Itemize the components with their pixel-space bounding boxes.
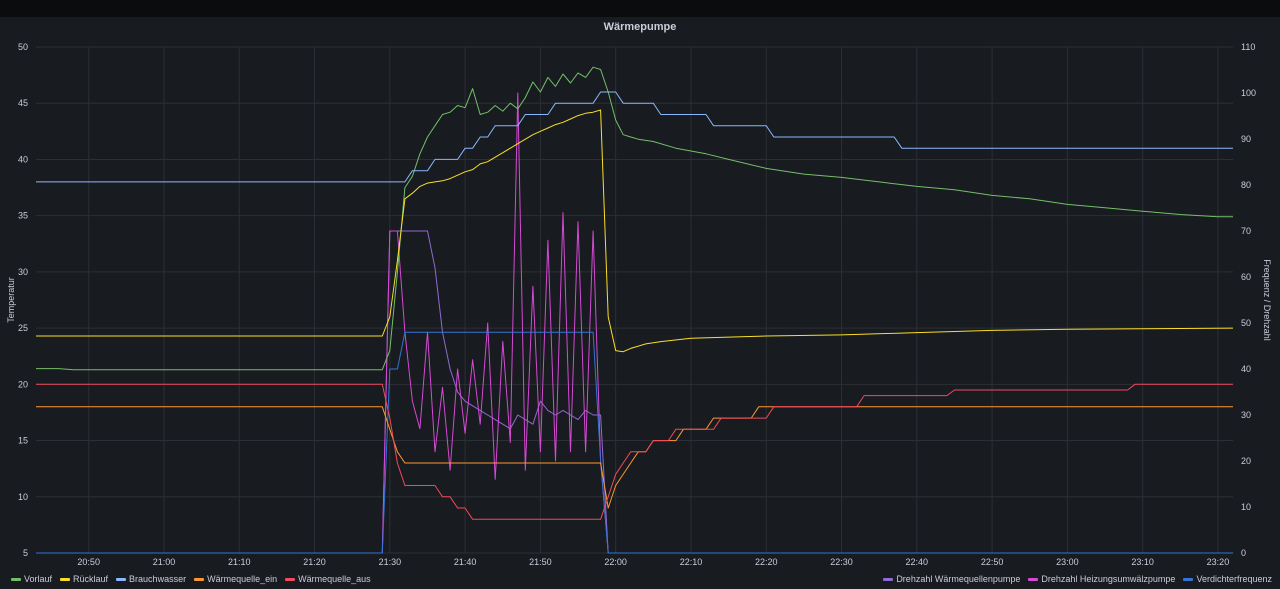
legend-label: Verdichterfrequenz [1196,574,1272,584]
legend-label: Vorlauf [24,574,53,584]
y-tick-label-left: 15 [18,436,28,446]
legend-item-ruecklauf[interactable]: Rücklauf [60,574,108,584]
legend-swatch [60,577,71,581]
y-tick-label-left: 25 [18,323,28,333]
y-tick-label-right: 90 [1241,134,1251,144]
chart-panel [0,17,1280,589]
y-tick-label-right: 110 [1241,42,1255,52]
legend-label: Rücklauf [73,574,109,584]
legend-swatch [116,577,127,581]
y-tick-label-right: 70 [1241,226,1251,236]
x-tick-label: 23:10 [1131,557,1154,567]
y-tick-label-right: 50 [1241,318,1251,328]
series-line-brauchwasser[interactable] [36,91,1233,183]
legend-swatch [883,577,894,581]
legend-item-waermequelle-ein[interactable]: Wärmequelle_ein [194,574,277,584]
x-tick-label: 20:50 [77,557,100,567]
series-line-waermequelle-aus[interactable] [36,383,1233,520]
y-tick-label-left: 40 [18,154,28,164]
legend-label: Drehzahl Wärmequellenpumpe [896,574,1021,584]
y-tick-label-right: 0 [1241,548,1246,558]
x-tick-label: 21:10 [228,557,251,567]
y-tick-label-left: 20 [18,379,28,389]
legend-item-waermequelle-aus[interactable]: Wärmequelle_aus [285,574,371,584]
y-tick-label-right: 30 [1241,410,1251,420]
legend-swatch [1028,577,1039,581]
y-axis-title-right: Frequenz / Drehzahl [1262,259,1272,341]
legend-swatch [194,577,205,581]
y-tick-label-right: 40 [1241,364,1251,374]
y-tick-label-right: 60 [1241,272,1251,282]
x-tick-label: 22:00 [604,557,627,567]
panel-title[interactable]: Wärmepumpe [603,21,677,33]
y-tick-label-left: 45 [18,98,28,108]
x-tick-label: 22:40 [906,557,929,567]
legend-item-verdichterfrequenz[interactable]: Verdichterfrequenz [1183,574,1272,584]
y-tick-label-right: 10 [1241,502,1251,512]
legend-item-brauchwasser[interactable]: Brauchwasser [116,574,186,584]
legend-swatch [285,577,296,581]
y-tick-label-right: 100 [1241,88,1256,98]
series-line-drehzahl-waermequellenpumpe[interactable] [36,230,1233,554]
legend-label: Wärmequelle_aus [298,574,371,584]
legend-left: Vorlauf Rücklauf Brauchwasser Wärmequelle_e… [11,574,371,584]
y-tick-label-left: 50 [18,42,28,52]
series-line-vorlauf[interactable] [36,66,1233,371]
top-bar [0,0,1280,17]
x-tick-label: 21:00 [153,557,176,567]
series-line-drehzahl-heizungsumwaelzpumpe[interactable] [36,92,1233,554]
y-tick-label-left: 5 [23,548,28,558]
legend-swatch [11,577,21,581]
y-tick-label-right: 20 [1241,456,1251,466]
legend-label: Wärmequelle_ein [207,574,278,584]
series-line-ruecklauf[interactable] [36,109,1234,353]
legend-right: Drehzahl Wärmequellenpumpe Drehzahl Heizu… [883,574,1272,584]
x-tick-label: 22:30 [830,557,853,567]
x-tick-label: 23:20 [1207,557,1230,567]
y-tick-label-left: 10 [18,492,28,502]
y-tick-label-left: 35 [18,211,28,221]
y-axis-title-left: Temperatur [6,277,16,323]
series-line-waermequelle-ein[interactable] [36,406,1233,509]
legend-label: Drehzahl Heizungsumwälzpumpe [1041,574,1176,584]
legend-item-vorlauf[interactable]: Vorlauf [11,574,52,584]
x-tick-label: 22:50 [981,557,1004,567]
legend-label: Brauchwasser [129,574,187,584]
x-tick-label: 22:10 [680,557,703,567]
legend-item-drehzahl-waermequellenpumpe[interactable]: Drehzahl Wärmequellenpumpe [883,574,1020,584]
series-line-verdichterfrequenz[interactable] [36,331,1233,554]
x-tick-label: 21:30 [379,557,402,567]
x-tick-label: 23:00 [1056,557,1079,567]
y-tick-label-left: 30 [18,267,28,277]
x-tick-label: 21:40 [454,557,477,567]
x-tick-label: 21:50 [529,557,552,567]
legend-item-drehzahl-heizungsumwaelzpumpe[interactable]: Drehzahl Heizungsumwälzpumpe [1028,574,1175,584]
x-tick-label: 22:20 [755,557,778,567]
y-tick-label-right: 80 [1241,180,1251,190]
legend-swatch [1183,577,1194,581]
x-tick-label: 21:20 [303,557,326,567]
